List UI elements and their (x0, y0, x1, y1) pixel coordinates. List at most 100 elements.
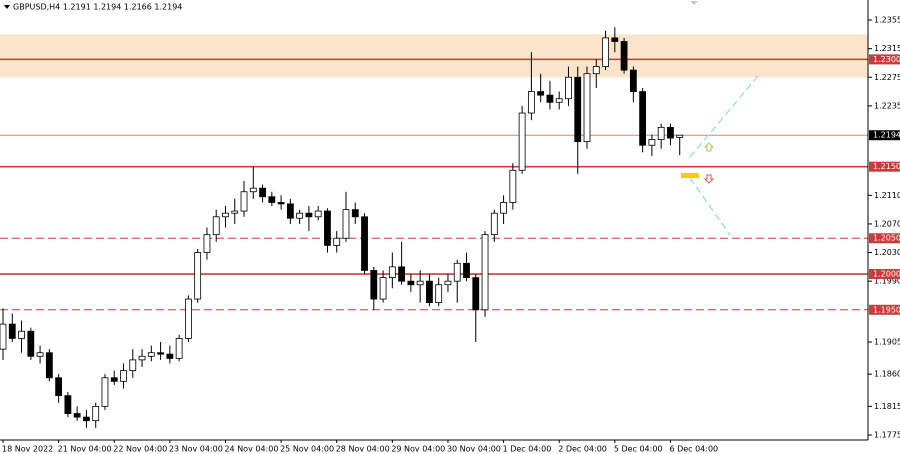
candle-body (268, 196, 276, 203)
candle-body (453, 262, 461, 282)
candle-body (620, 41, 628, 71)
candle-body (574, 76, 582, 143)
candle-body (351, 209, 359, 218)
level-label: 1.1950 (873, 305, 900, 314)
arrow-down (703, 174, 715, 184)
y-tick-label: 1.2030 (874, 248, 900, 257)
candle-body (333, 237, 341, 246)
level-label: 1.2150 (873, 162, 900, 171)
candle-body (120, 370, 127, 382)
level-label: 1.2300 (873, 55, 900, 64)
x-tick-label: 30 Nov 04:00 (447, 445, 501, 454)
candle-body (203, 234, 211, 253)
candle-body (565, 76, 572, 100)
candle-body (129, 359, 137, 372)
candle-layer (0, 27, 684, 428)
candle-body (73, 413, 81, 418)
level-label-bg (869, 233, 900, 244)
candle-body (184, 298, 192, 339)
x-tick-label: 5 Dec 04:00 (614, 445, 663, 454)
zone-layer (0, 34, 868, 78)
candle-body (286, 203, 294, 219)
y-tick-label: 1.2275 (874, 73, 900, 82)
y-tick-label: 1.2110 (874, 191, 900, 200)
candle-body (27, 330, 35, 357)
y-tick-label: 1.1815 (874, 402, 900, 411)
candle-body (472, 277, 480, 311)
x-tick-label: 21 Nov 04:00 (58, 445, 112, 454)
candle-body (546, 94, 554, 103)
candle-body (527, 91, 535, 114)
candle-body (361, 216, 368, 271)
zone (0, 34, 868, 78)
candle-body (583, 73, 591, 143)
level-layer (0, 58, 868, 311)
candle-body (277, 202, 285, 205)
y-tick-label: 1.2355 (874, 16, 900, 25)
candle-body (518, 112, 526, 171)
y-tick-label: 1.1990 (874, 277, 900, 286)
candle-body (240, 191, 248, 212)
candle-body (18, 330, 25, 339)
candle-body (388, 266, 396, 278)
candle-body (55, 377, 63, 397)
candle-body (222, 212, 229, 218)
candle-body (537, 91, 545, 96)
forecast (681, 1, 759, 236)
x-tick-label: 24 Nov 04:00 (224, 445, 278, 454)
x-tick-label: 22 Nov 04:00 (113, 445, 167, 454)
shift-marker (690, 1, 698, 5)
candle-body (509, 169, 517, 203)
candle-body (36, 352, 44, 357)
candle-body (342, 209, 350, 239)
candle-body (592, 66, 600, 75)
x-tick-label: 25 Nov 04:00 (280, 445, 334, 454)
candle-body (490, 212, 498, 236)
price-label-bg (869, 130, 900, 141)
candle-body (194, 252, 202, 300)
candle-body (500, 202, 507, 214)
candle-body (639, 91, 647, 146)
candle-body (101, 377, 109, 407)
marker (681, 173, 699, 178)
y-tick-label: 1.1775 (874, 430, 900, 439)
level-label: 1.2000 (873, 270, 900, 279)
x-tick-label: 29 Nov 04:00 (391, 445, 445, 454)
y-tick-label: 1.1905 (874, 337, 900, 346)
candle-body (175, 338, 183, 359)
candle-body (166, 353, 174, 359)
candle-body (314, 210, 322, 218)
price-label: 1.2194 (873, 131, 900, 140)
candle-body (611, 37, 619, 42)
candle-body (110, 377, 118, 382)
candle-body (45, 352, 53, 379)
candle-body (555, 98, 563, 103)
candle-body (602, 37, 609, 67)
level-label-bg (869, 161, 900, 172)
x-tick-label: 2 Dec 04:00 (558, 445, 607, 454)
candle-body (667, 126, 674, 139)
level-label: 1.2050 (873, 234, 900, 243)
candle-body (379, 277, 387, 300)
candle-body (0, 323, 7, 350)
candle-body (629, 69, 637, 92)
candle-body (305, 212, 313, 218)
level-label-bg (869, 304, 900, 315)
candle-body (676, 134, 684, 138)
x-tick-label: 28 Nov 04:00 (336, 445, 390, 454)
candle-body (147, 352, 155, 357)
forecast-up (689, 75, 759, 158)
x-tick-label: 1 Dec 04:00 (503, 445, 552, 454)
x-tick-label: 6 Dec 04:00 (669, 445, 718, 454)
candle-body (8, 323, 16, 339)
candle-body (426, 280, 433, 304)
candle-body (398, 266, 406, 282)
candle-body (296, 212, 304, 219)
candle-body (407, 280, 415, 286)
candle-body (212, 216, 220, 236)
forecast-down (689, 177, 731, 236)
candle-body (231, 210, 239, 214)
candle-body (463, 262, 470, 278)
candle-body (249, 187, 257, 193)
